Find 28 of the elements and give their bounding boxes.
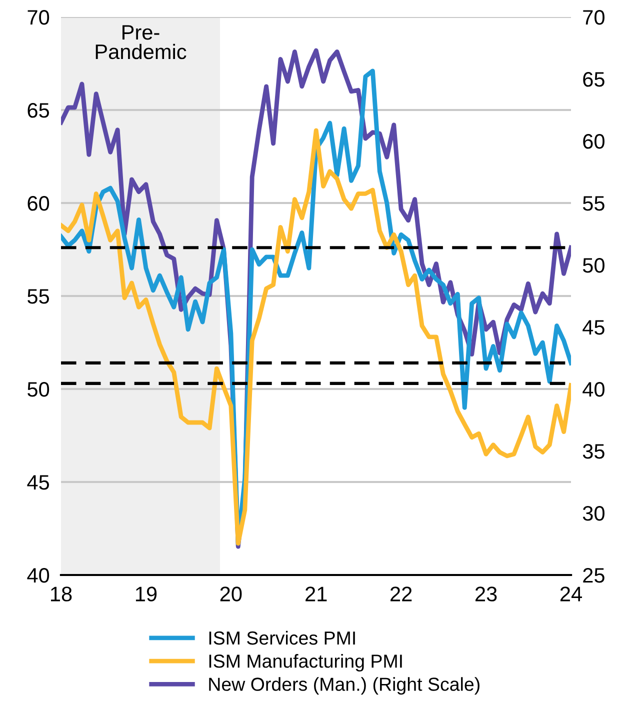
y2-tick-label: 70 bbox=[583, 10, 604, 25]
y-tick-label: 45 bbox=[27, 475, 50, 490]
y2-tick-label: 35 bbox=[582, 444, 604, 459]
x-tick-label: 23 bbox=[476, 586, 497, 602]
y-tick-label: 40 bbox=[27, 568, 50, 583]
band-label: Pre- Pandemic bbox=[96, 25, 186, 60]
y-tick-label: 70 bbox=[28, 10, 50, 25]
y-tick-label: 60 bbox=[28, 196, 50, 211]
y2-tick-label: 45 bbox=[582, 320, 604, 335]
y-tick-label: 50 bbox=[28, 382, 50, 397]
y2-tick-label: 30 bbox=[582, 506, 604, 521]
y2-tick-label: 55 bbox=[582, 196, 604, 211]
x-tick-label: 24 bbox=[560, 586, 582, 602]
x-tick-label: 18 bbox=[51, 586, 72, 602]
legend-label: ISM Services PMI bbox=[209, 630, 355, 645]
x-tick-label: 21 bbox=[306, 586, 327, 602]
y2-tick-label: 50 bbox=[582, 258, 604, 273]
y2-tick-label: 40 bbox=[582, 382, 604, 397]
y2-tick-label: 65 bbox=[583, 72, 604, 87]
x-tick-label: 20 bbox=[220, 586, 242, 602]
x-tick-label: 22 bbox=[390, 586, 412, 602]
y2-tick-label: 60 bbox=[583, 134, 604, 149]
x-tick-label: 19 bbox=[136, 586, 157, 602]
y-tick-label: 65 bbox=[28, 103, 50, 118]
y2-tick-label: 25 bbox=[583, 568, 604, 583]
legend-label: ISM Manufacturing PMI bbox=[209, 654, 402, 672]
legend-label: New Orders (Man.) (Right Scale) bbox=[209, 677, 480, 695]
y-tick-label: 55 bbox=[28, 289, 50, 304]
